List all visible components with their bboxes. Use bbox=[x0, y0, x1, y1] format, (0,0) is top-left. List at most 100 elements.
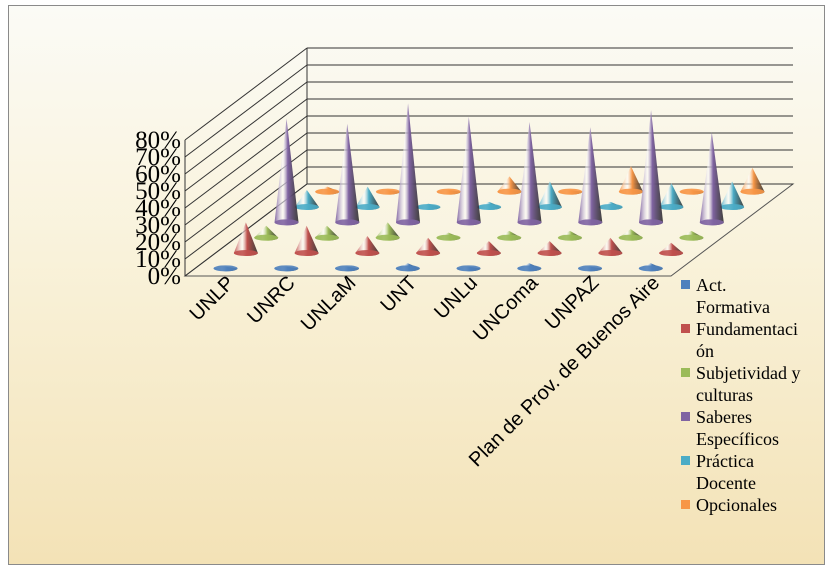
cone-2-1 bbox=[314, 225, 339, 241]
cone-base bbox=[618, 234, 643, 241]
cone-base bbox=[456, 265, 481, 272]
cone-base bbox=[598, 204, 623, 210]
cone-base bbox=[537, 204, 562, 210]
cone-1-1 bbox=[294, 225, 319, 256]
side-wall-gridline bbox=[184, 47, 308, 141]
cone-base bbox=[274, 265, 299, 272]
cone-3-4 bbox=[517, 122, 542, 226]
cone-5-4 bbox=[558, 188, 583, 195]
cone-3-1 bbox=[335, 123, 360, 226]
cone-4-6 bbox=[659, 183, 684, 210]
cone-base bbox=[416, 204, 441, 210]
cone-base bbox=[578, 219, 603, 226]
cone-1-4 bbox=[476, 241, 501, 256]
cone-body bbox=[355, 186, 380, 210]
legend-label-line: Docente bbox=[696, 473, 756, 493]
cone-body bbox=[517, 122, 542, 226]
cone-1-6 bbox=[598, 237, 623, 256]
cone-body bbox=[396, 103, 421, 226]
cone-base bbox=[213, 265, 238, 272]
cone-base bbox=[517, 219, 542, 226]
cone-base bbox=[638, 265, 663, 272]
legend-item: Saberes Específicos bbox=[681, 406, 831, 450]
cone-0-6 bbox=[578, 265, 603, 272]
cone-base bbox=[416, 250, 441, 256]
cone-base bbox=[254, 234, 279, 241]
x-category-label: UNT bbox=[377, 272, 422, 317]
x-category-label: UNLu bbox=[430, 272, 482, 324]
y-tick-label: 10% bbox=[135, 246, 181, 273]
cone-3-0 bbox=[274, 118, 299, 226]
legend-swatch bbox=[681, 500, 690, 509]
cone-0-3 bbox=[395, 263, 420, 272]
cone-0-5 bbox=[517, 263, 542, 272]
legend-swatch bbox=[681, 368, 690, 377]
cone-base bbox=[497, 188, 522, 195]
cone-base bbox=[699, 219, 724, 226]
cone-body bbox=[618, 166, 643, 195]
cone-base bbox=[396, 219, 421, 226]
y-tick-label: 50% bbox=[135, 178, 181, 205]
cone-base bbox=[375, 188, 400, 195]
side-wall-gridline bbox=[184, 81, 308, 175]
cone-3-7 bbox=[699, 132, 724, 226]
cone-base bbox=[497, 234, 522, 241]
cone-base bbox=[436, 188, 461, 195]
cone-4-7 bbox=[720, 181, 745, 210]
cone-4-0 bbox=[294, 190, 319, 210]
cone-base bbox=[477, 204, 502, 210]
cone-base bbox=[659, 250, 684, 256]
cone-base bbox=[517, 265, 542, 272]
x-category-label: UNLP bbox=[186, 272, 239, 325]
cone-base bbox=[578, 265, 603, 272]
legend-item: Subjetividad y culturas bbox=[681, 362, 831, 406]
side-wall-gridline bbox=[184, 64, 308, 158]
legend-label-line: culturas bbox=[696, 385, 753, 405]
cone-0-0 bbox=[213, 265, 238, 272]
cone-base bbox=[659, 204, 684, 210]
legend-label-line: Formativa bbox=[696, 297, 770, 317]
cone-body bbox=[578, 127, 603, 226]
cone-base bbox=[375, 234, 400, 241]
cone-5-0 bbox=[315, 186, 340, 195]
cone-base bbox=[233, 250, 258, 256]
cone-base bbox=[315, 188, 340, 195]
cone-5-5 bbox=[618, 166, 643, 195]
cone-1-7 bbox=[659, 242, 684, 256]
cone-base bbox=[476, 250, 501, 256]
y-tick-label: 60% bbox=[135, 161, 181, 188]
cone-base bbox=[537, 250, 562, 256]
legend-swatch bbox=[681, 280, 690, 289]
cone-body bbox=[294, 225, 319, 256]
cone-base bbox=[294, 250, 319, 256]
cone-series bbox=[213, 103, 765, 272]
chart-frame: 0% 10% 20% 30% 40% 50% 60% 70% 80% UNLP UNRC UNLaM… bbox=[8, 5, 825, 565]
cone-body bbox=[456, 116, 481, 226]
cone-5-3 bbox=[497, 176, 522, 195]
cone-base bbox=[355, 250, 380, 256]
cone-base bbox=[314, 234, 339, 241]
y-tick-label: 0% bbox=[148, 263, 181, 290]
cone-0-7 bbox=[638, 263, 663, 272]
cone-4-3 bbox=[477, 201, 502, 210]
cone-3-6 bbox=[639, 110, 664, 226]
cone-3-5 bbox=[578, 127, 603, 226]
cone-1-5 bbox=[537, 241, 562, 256]
legend-swatch bbox=[681, 412, 690, 421]
cone-body bbox=[639, 110, 664, 226]
chart-floor bbox=[183, 183, 795, 277]
x-category-label: UNComa bbox=[469, 271, 543, 345]
cone-5-1 bbox=[375, 188, 400, 195]
x-category-label: UNPAZ bbox=[541, 272, 603, 334]
cone-base bbox=[557, 234, 582, 241]
cone-2-7 bbox=[679, 230, 704, 241]
legend-label-line: Saberes bbox=[696, 407, 752, 427]
cone-0-4 bbox=[456, 265, 481, 272]
cone-2-4 bbox=[497, 230, 522, 241]
legend-item: Opcionales bbox=[681, 494, 831, 516]
legend-label-line: Subjetividad y bbox=[696, 363, 801, 383]
cone-1-3 bbox=[416, 237, 441, 256]
legend-item: Fundamentaci ón bbox=[681, 318, 831, 362]
cone-body bbox=[699, 132, 724, 226]
y-tick-label: 40% bbox=[135, 195, 181, 222]
